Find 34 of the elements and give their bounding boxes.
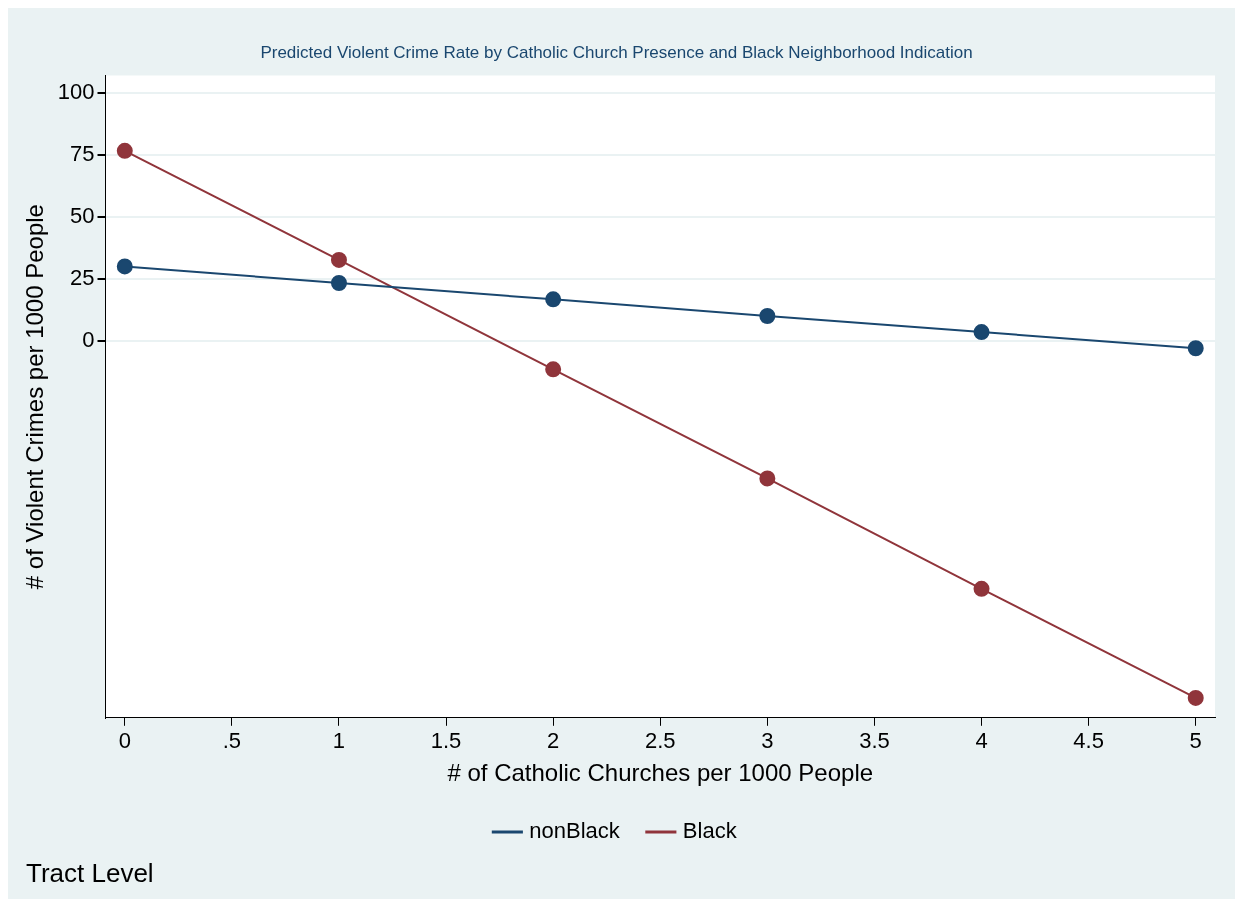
y-tick-label: 0 xyxy=(82,326,95,352)
x-tick-label: 2 xyxy=(547,728,560,754)
chart-title: Predicted Violent Crime Rate by Catholic Church Presence and Black Neighborhood Indication xyxy=(260,42,973,62)
point xyxy=(973,324,990,341)
point xyxy=(1187,340,1204,357)
x-tick-label: 3.5 xyxy=(859,728,890,754)
y-tick-label: 75 xyxy=(70,140,95,166)
point xyxy=(116,142,133,159)
point xyxy=(330,251,347,268)
x-tick-label: 5 xyxy=(1189,728,1202,754)
x-tick-label: 4 xyxy=(975,728,988,754)
point xyxy=(759,307,776,324)
legend-label: Black xyxy=(682,818,738,844)
point xyxy=(545,361,562,378)
point xyxy=(545,291,562,308)
x-tick-label: 4.5 xyxy=(1073,728,1104,754)
y-tick-label: 25 xyxy=(70,264,95,290)
x-tick-label: .5 xyxy=(222,728,242,754)
legend-label: nonBlack xyxy=(529,818,621,844)
text: Tract Level xyxy=(25,858,155,890)
point xyxy=(759,470,776,487)
y-axis-title: # of Violent Crimes per 1000 People xyxy=(21,204,49,590)
x-axis-title: # of Catholic Churches per 1000 People xyxy=(447,759,874,787)
y-tick-label: 50 xyxy=(70,202,95,228)
point xyxy=(1187,689,1204,706)
x-tick-label: 2.5 xyxy=(644,728,676,754)
point xyxy=(116,258,133,275)
x-tick-label: 0 xyxy=(118,728,131,754)
point xyxy=(330,275,347,291)
y-tick-label: 100 xyxy=(57,78,95,104)
x-tick-label: 1.5 xyxy=(430,728,462,754)
x-tick-label: 1 xyxy=(332,728,346,754)
x-tick-label: 3 xyxy=(761,728,774,754)
point xyxy=(973,580,990,597)
